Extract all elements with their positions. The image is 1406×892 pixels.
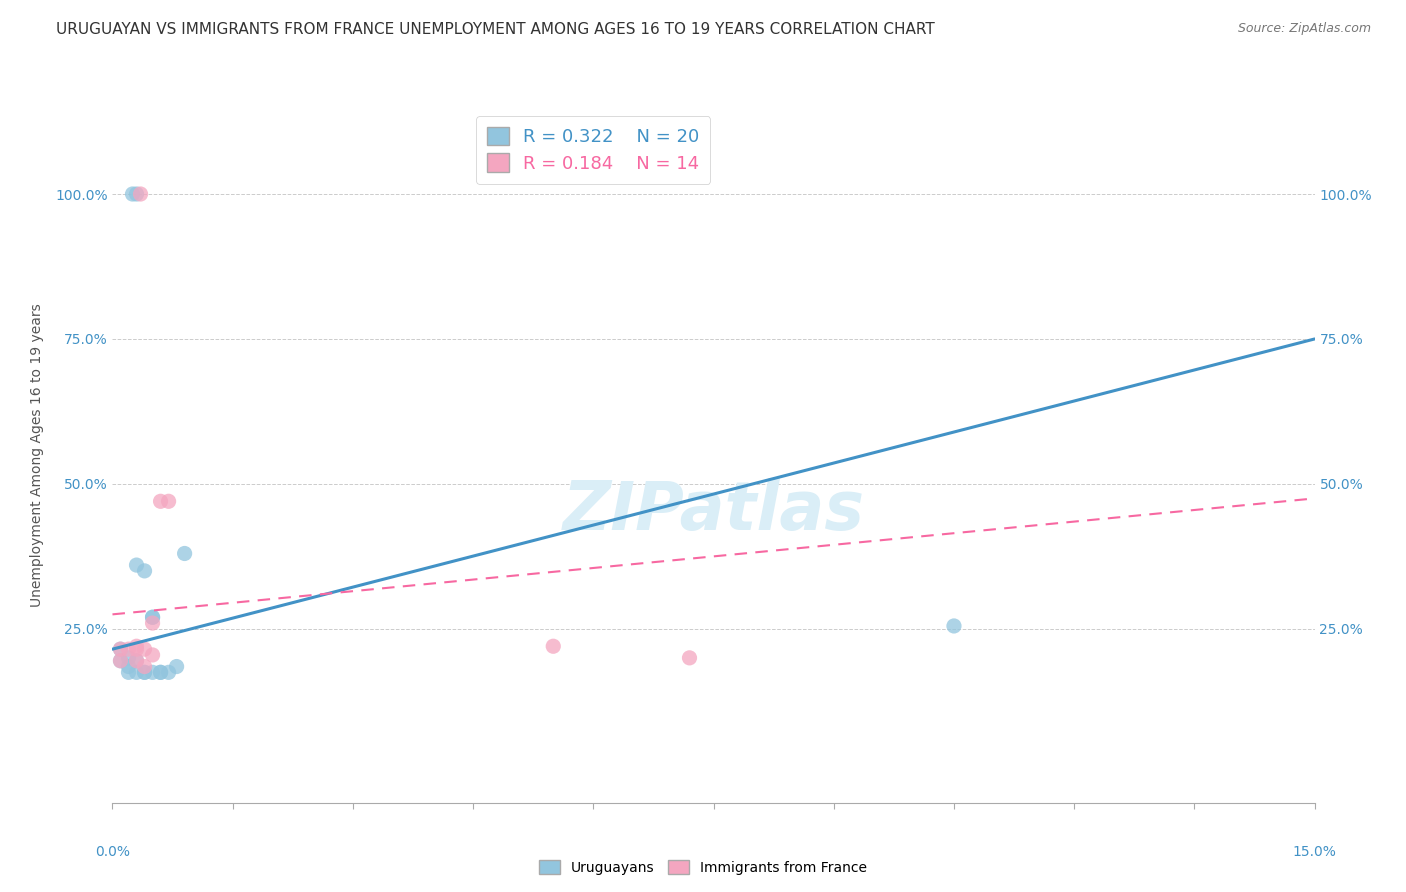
Point (134, 659, 156, 673)
Point (141, 648, 163, 662)
Text: URUGUAYAN VS IMMIGRANTS FROM FRANCE UNEMPLOYMENT AMONG AGES 16 TO 19 YEARS CORRE: URUGUAYAN VS IMMIGRANTS FROM FRANCE UNEM… (56, 22, 935, 37)
Point (942, 619, 965, 633)
Point (125, 187, 148, 202)
Point (110, 642, 132, 657)
Point (125, 665, 148, 680)
Point (110, 654, 132, 668)
Point (117, 651, 139, 665)
Y-axis label: Unemployment Among Ages 16 to 19 years: Unemployment Among Ages 16 to 19 years (30, 303, 44, 607)
Point (110, 642, 132, 657)
Point (141, 610, 163, 624)
Text: 0.0%: 0.0% (96, 845, 129, 858)
Point (117, 642, 139, 657)
Point (134, 564, 156, 578)
Point (157, 665, 180, 680)
Point (149, 665, 172, 680)
Point (141, 665, 163, 680)
Point (125, 654, 148, 668)
Text: 15.0%: 15.0% (1292, 845, 1337, 858)
Text: ZIPatlas: ZIPatlas (562, 477, 865, 543)
Point (121, 187, 143, 202)
Point (134, 665, 156, 680)
Point (117, 665, 139, 680)
Point (141, 615, 163, 630)
Legend: Uruguayans, Immigrants from France: Uruguayans, Immigrants from France (533, 855, 873, 880)
Point (134, 665, 156, 680)
Point (129, 187, 152, 202)
Point (543, 639, 565, 653)
Point (110, 654, 132, 668)
Point (173, 546, 195, 561)
Point (141, 610, 163, 624)
Legend: R = 0.322    N = 20, R = 0.184    N = 14: R = 0.322 N = 20, R = 0.184 N = 14 (477, 116, 710, 184)
Point (134, 642, 156, 657)
Point (125, 558, 148, 573)
Point (678, 651, 700, 665)
Point (117, 659, 139, 673)
Point (125, 654, 148, 668)
Point (157, 494, 180, 508)
Point (149, 665, 172, 680)
Point (125, 642, 148, 657)
Text: Source: ZipAtlas.com: Source: ZipAtlas.com (1237, 22, 1371, 36)
Point (166, 659, 188, 673)
Point (125, 639, 148, 653)
Point (149, 494, 172, 508)
